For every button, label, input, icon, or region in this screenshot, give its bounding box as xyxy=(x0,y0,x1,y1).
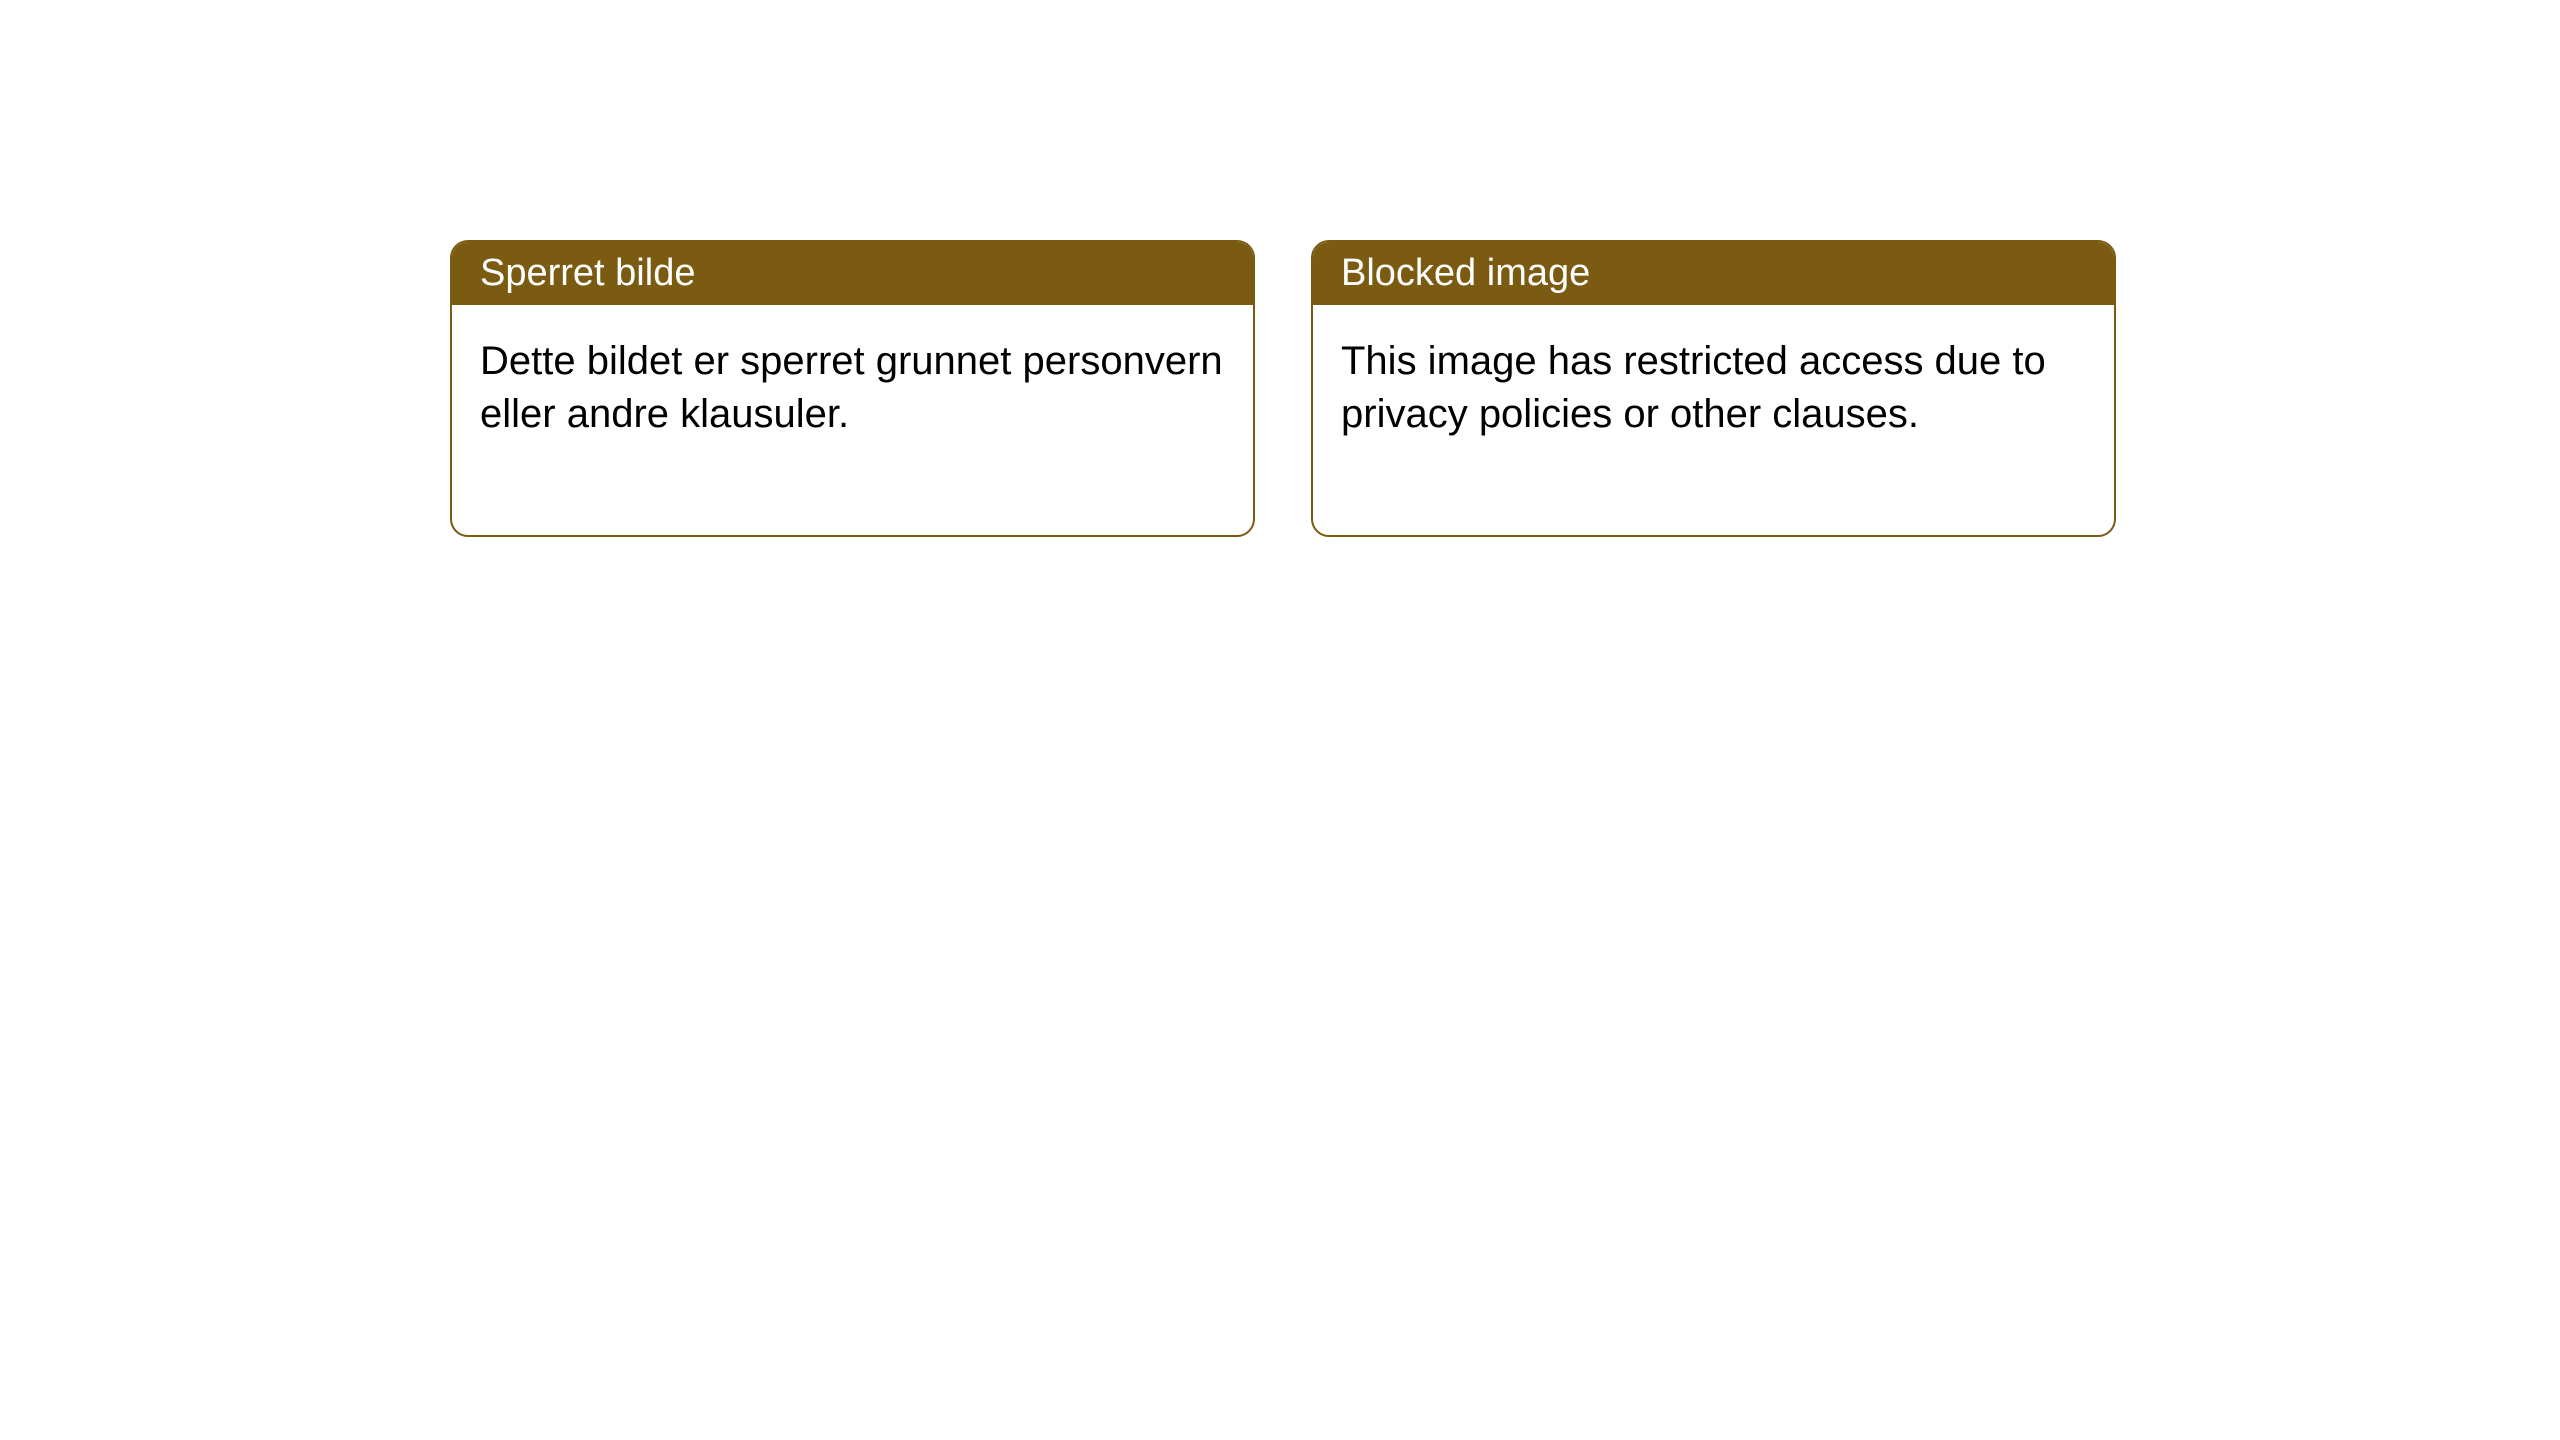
notice-cards-container: Sperret bilde Dette bildet er sperret gr… xyxy=(450,240,2116,537)
card-message: This image has restricted access due to … xyxy=(1341,339,2046,436)
card-title: Blocked image xyxy=(1341,252,1590,294)
notice-card-english: Blocked image This image has restricted … xyxy=(1311,240,2116,537)
card-header: Blocked image xyxy=(1313,242,2114,305)
card-message: Dette bildet er sperret grunnet personve… xyxy=(480,339,1223,436)
card-header: Sperret bilde xyxy=(452,242,1253,305)
notice-card-norwegian: Sperret bilde Dette bildet er sperret gr… xyxy=(450,240,1255,537)
card-body: Dette bildet er sperret grunnet personve… xyxy=(452,305,1253,535)
card-title: Sperret bilde xyxy=(480,252,695,294)
card-body: This image has restricted access due to … xyxy=(1313,305,2114,535)
